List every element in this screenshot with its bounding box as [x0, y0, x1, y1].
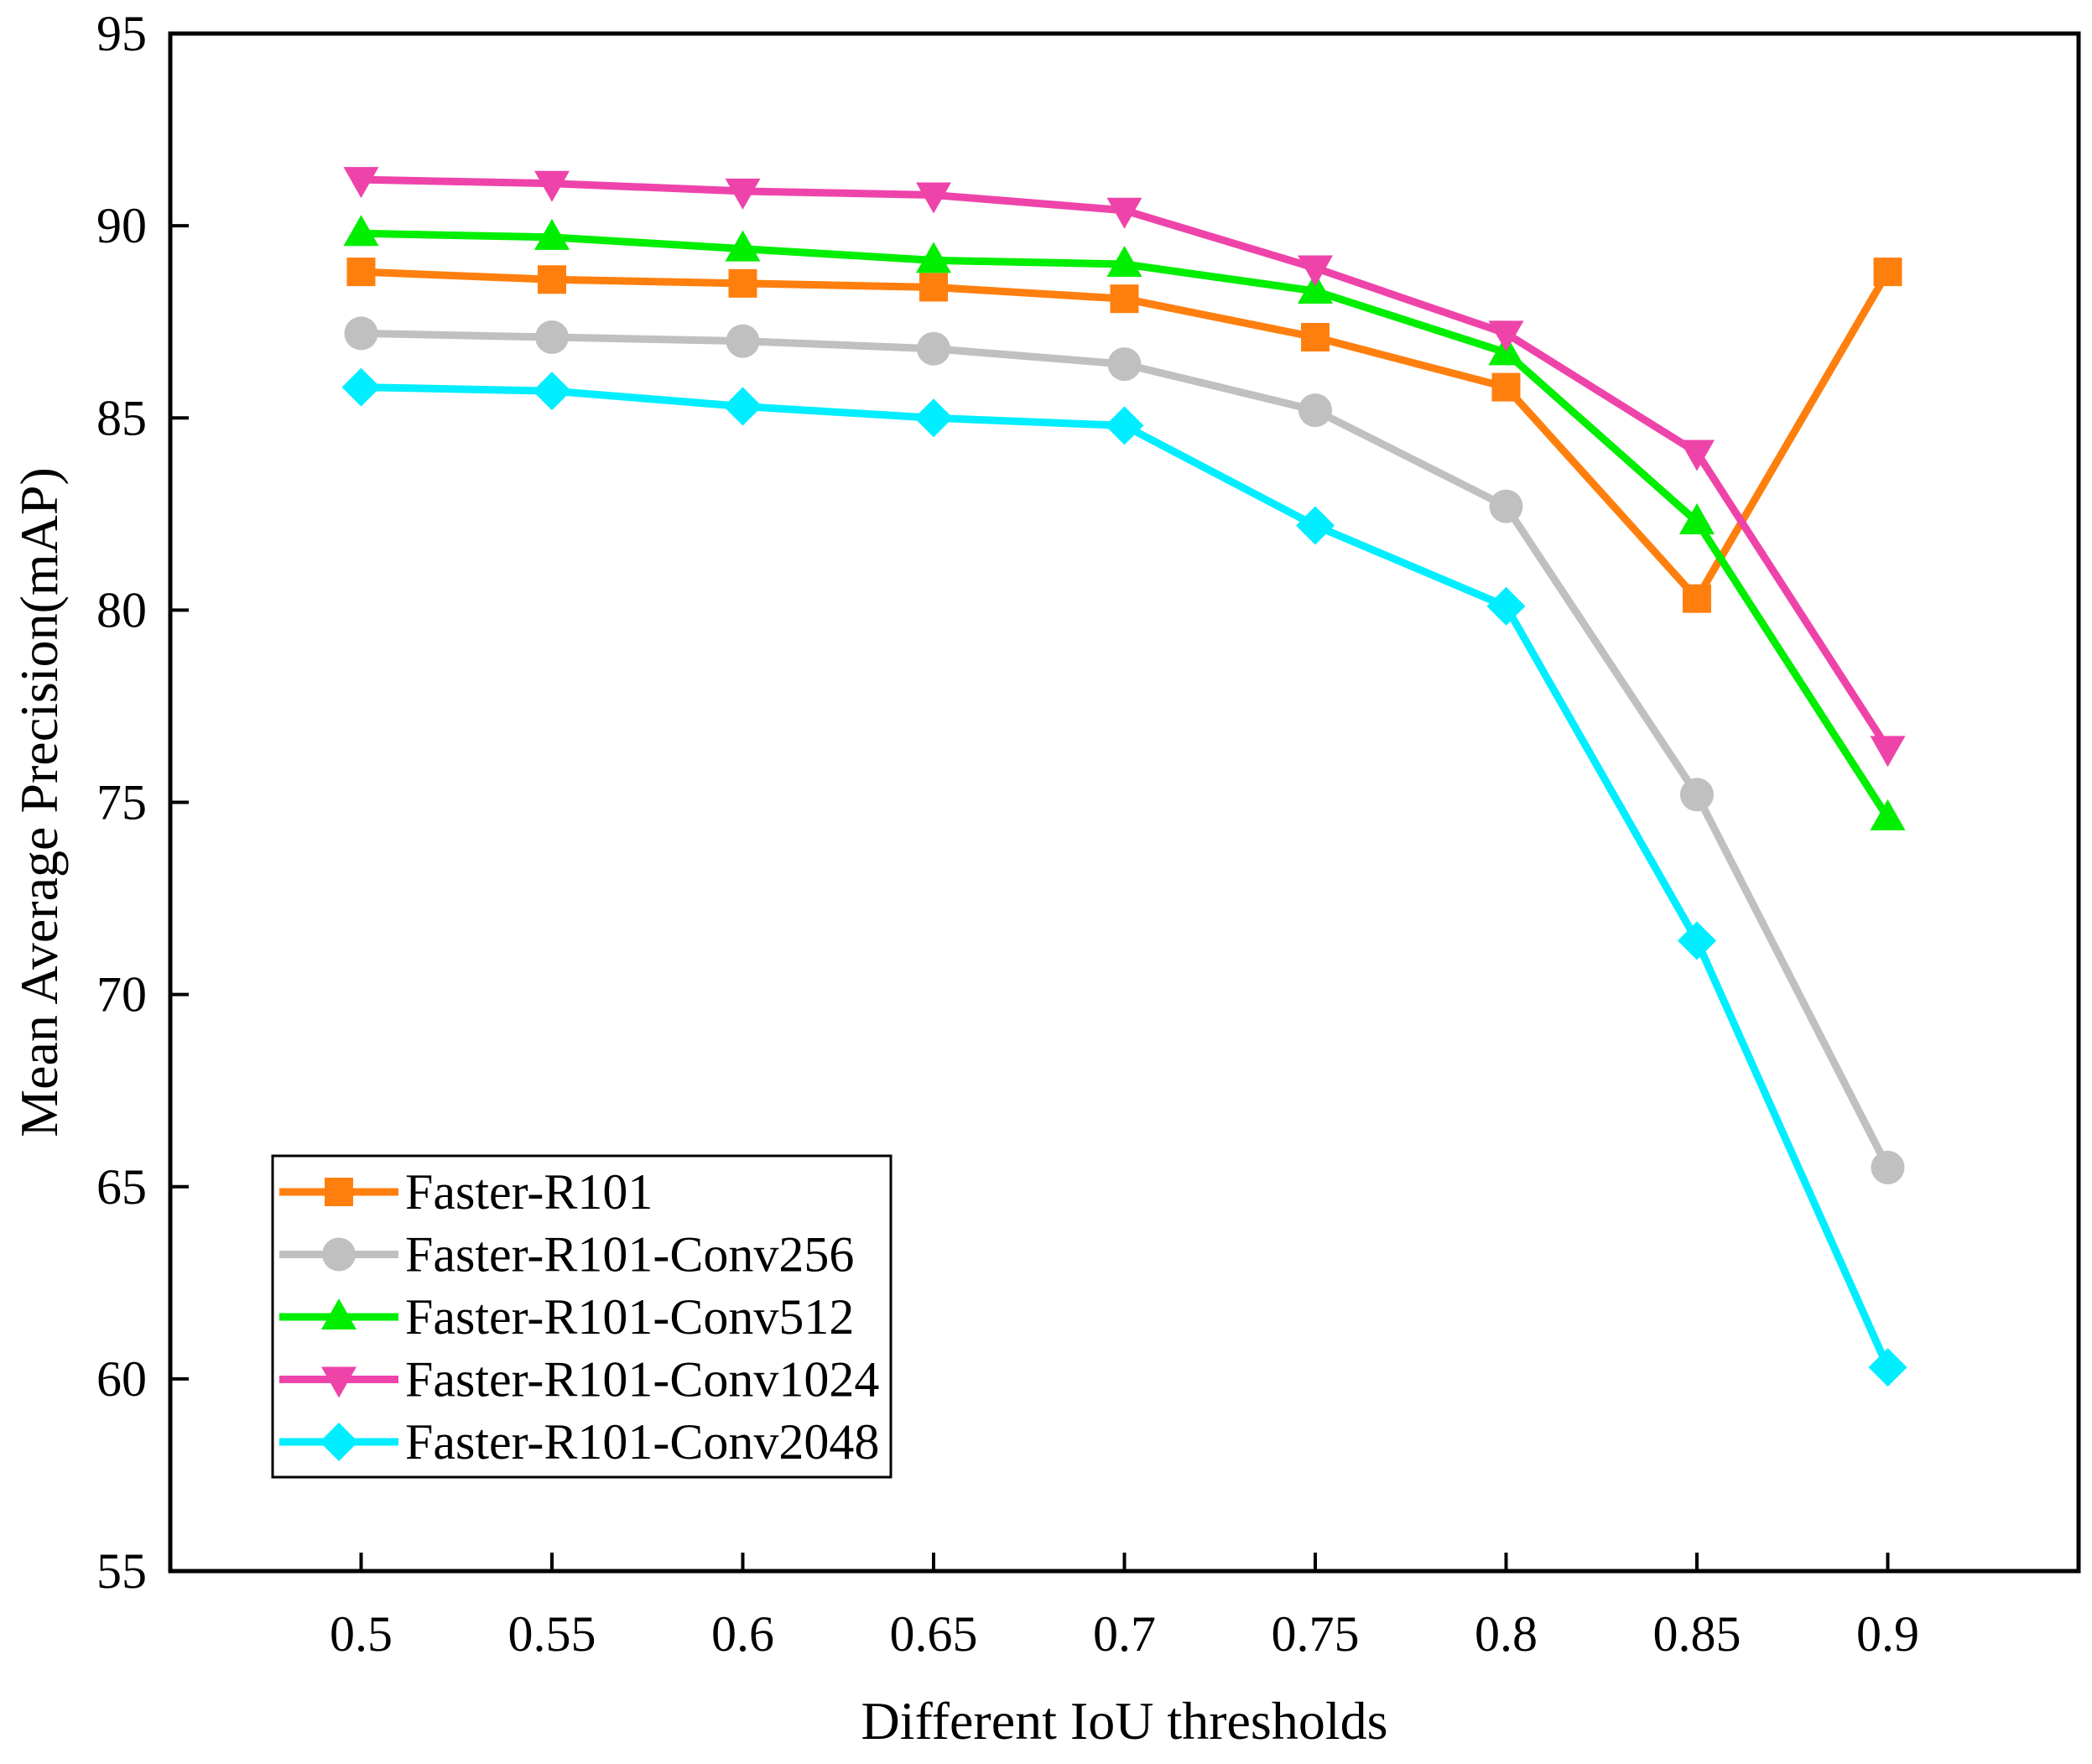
y-axis-title: Mean Average Precision(mAP) [9, 467, 69, 1137]
data-point [535, 320, 569, 355]
series-layer [341, 167, 1907, 1387]
x-tick-label: 0.8 [1475, 1606, 1538, 1662]
legend-label: Faster-R101-Conv1024 [405, 1352, 879, 1408]
y-tick-label: 70 [96, 967, 147, 1022]
data-point [1491, 372, 1521, 402]
data-point [1683, 584, 1711, 613]
legend-label: Faster-R101-Conv512 [405, 1289, 854, 1345]
data-point [1873, 258, 1902, 287]
y-tick-label: 65 [96, 1159, 147, 1215]
data-point [1871, 1150, 1905, 1184]
data-point [1488, 320, 1524, 352]
x-tick-label: 0.7 [1093, 1606, 1156, 1662]
data-point [916, 182, 951, 214]
data-point [1296, 506, 1335, 545]
data-point [344, 316, 378, 351]
data-point [919, 273, 948, 302]
data-point [1678, 921, 1716, 960]
legend-marker [320, 1423, 358, 1461]
data-point [1301, 323, 1330, 352]
x-tick-label: 0.55 [508, 1606, 596, 1662]
x-tick-label: 0.5 [330, 1606, 393, 1662]
data-point [1486, 586, 1526, 626]
data-point [728, 268, 757, 298]
data-point [917, 331, 950, 366]
y-tick-label: 95 [96, 6, 147, 61]
data-point [534, 218, 570, 250]
series-faster-r101-conv256 [344, 316, 1905, 1184]
legend-item: Faster-R101-Conv1024 [279, 1352, 879, 1408]
data-point [1298, 255, 1333, 287]
data-point [533, 372, 571, 411]
y-tick-label: 80 [96, 582, 147, 637]
x-axis-title: Different IoU thresholds [861, 1691, 1388, 1751]
legend: Faster-R101 Faster-R101-Conv256 Faster-R10… [271, 1154, 892, 1479]
data-point [725, 230, 761, 262]
data-point [916, 242, 951, 273]
x-tick-label: 0.85 [1653, 1606, 1741, 1662]
legend-item: Faster-R101-Conv256 [279, 1227, 854, 1283]
data-point [1107, 347, 1142, 382]
series-faster-r101 [346, 258, 1902, 613]
data-point [1680, 778, 1714, 812]
data-point [1679, 502, 1715, 534]
y-tick-label: 85 [96, 390, 147, 445]
legend-marker [321, 1298, 356, 1330]
series-faster-r101-conv2048 [341, 367, 1907, 1387]
series-faster-r101-conv1024 [343, 167, 1906, 768]
data-point [1870, 799, 1906, 830]
legend-item: Faster-R101 [279, 1164, 653, 1220]
x-tick-label: 0.65 [890, 1606, 978, 1662]
data-point [1110, 284, 1139, 314]
y-tick-label: 55 [96, 1543, 147, 1599]
y-tick-label: 75 [96, 775, 147, 830]
legend-item: Faster-R101-Conv2048 [279, 1414, 879, 1470]
data-point [723, 387, 762, 426]
data-point [725, 178, 761, 210]
data-point [726, 324, 760, 358]
data-point [341, 367, 381, 407]
data-point [914, 398, 953, 438]
series-line [361, 229, 1892, 820]
data-point [1298, 273, 1333, 304]
data-point [1870, 736, 1906, 768]
legend-marker [322, 1237, 356, 1272]
data-point [343, 167, 379, 199]
y-tick-label: 90 [96, 198, 147, 253]
data-point [1868, 1348, 1907, 1387]
data-point [534, 170, 570, 202]
series-line [361, 329, 1892, 1169]
x-tick-label: 0.6 [711, 1606, 774, 1662]
legend-marker [321, 1366, 356, 1398]
legend-marker [325, 1178, 353, 1206]
data-point [346, 258, 376, 287]
legend-label: Faster-R101-Conv2048 [405, 1414, 879, 1470]
y-tick-label: 60 [96, 1351, 147, 1407]
axis-ticks: 0.5 0.55 0.6 0.65 0.7 0.75 0.8 0.85 0.9 55 60 65 70 7… [96, 6, 1919, 1662]
data-point [538, 265, 566, 294]
data-point [1106, 245, 1142, 277]
x-tick-label: 0.75 [1272, 1606, 1360, 1662]
data-point [343, 215, 379, 247]
data-point [1105, 406, 1144, 445]
data-point [1679, 440, 1715, 471]
legend-item: Faster-R101-Conv512 [279, 1289, 854, 1345]
data-point [1106, 197, 1142, 229]
legend-label: Faster-R101-Conv256 [405, 1227, 854, 1283]
series-faster-r101-conv512 [343, 215, 1906, 830]
legend-label: Faster-R101 [405, 1164, 653, 1220]
data-point [1489, 489, 1523, 523]
data-point [1298, 393, 1332, 428]
x-tick-label: 0.9 [1856, 1606, 1919, 1662]
